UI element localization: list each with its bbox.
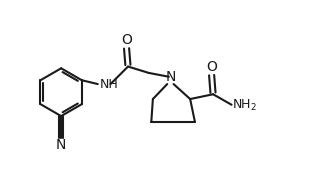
Text: N: N: [165, 70, 176, 84]
Text: NH$_2$: NH$_2$: [232, 98, 257, 113]
Text: NH: NH: [99, 78, 118, 91]
Text: O: O: [206, 59, 217, 74]
Text: N: N: [56, 138, 66, 152]
Text: O: O: [121, 33, 132, 47]
